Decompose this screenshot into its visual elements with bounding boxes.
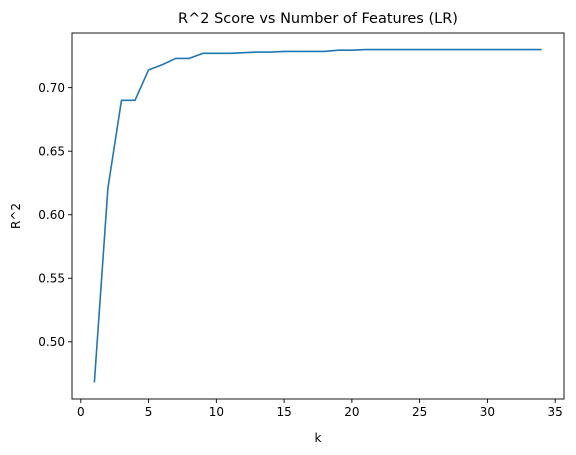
axes-frame [71, 32, 565, 400]
chart-title: R^2 Score vs Number of Features (LR) [178, 11, 458, 27]
y-tick-label: 0.65 [38, 144, 65, 158]
x-axis-label: k [315, 431, 322, 445]
x-tick-label: 30 [480, 405, 495, 419]
y-tick-label: 0.70 [38, 81, 65, 95]
x-tick-label: 5 [145, 405, 153, 419]
x-tick-label: 10 [209, 405, 224, 419]
plot-area [93, 48, 542, 383]
y-tick-label: 0.55 [38, 272, 65, 286]
x-tick-label: 0 [77, 405, 85, 419]
y-axis-ticks: 0.50 0.55 0.60 0.65 0.70 [38, 81, 72, 349]
x-tick-label: 20 [344, 405, 359, 419]
series-line-0 [93, 48, 542, 383]
y-tick-label: 0.60 [38, 208, 65, 222]
x-axis-ticks: 0 5 10 15 20 25 30 35 [77, 399, 563, 419]
x-tick-label: 35 [548, 405, 563, 419]
x-tick-label: 15 [276, 405, 291, 419]
y-tick-label: 0.50 [38, 335, 65, 349]
y-axis-label: R^2 [9, 203, 23, 229]
x-tick-label: 25 [412, 405, 427, 419]
